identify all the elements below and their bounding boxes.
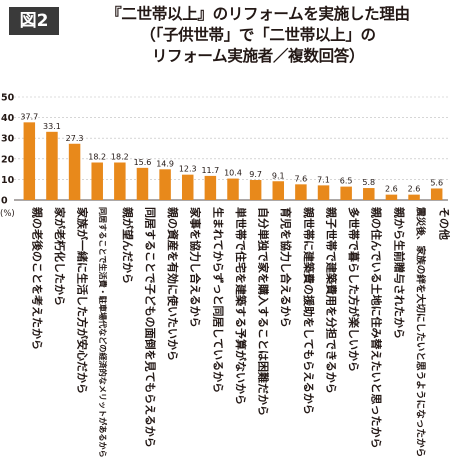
bar: [272, 181, 285, 200]
data-label: 6.5: [340, 177, 353, 186]
data-label: 7.1: [317, 175, 330, 184]
data-label: 7.6: [295, 174, 308, 183]
data-label: 9.1: [272, 171, 285, 180]
bar: [181, 174, 194, 200]
x-tick-label: 親の住んでいる土地に住み替えたいと思ったから: [370, 207, 384, 448]
y-tick-label: 0: [1, 196, 8, 207]
bar: [46, 131, 58, 200]
data-label: 5.6: [430, 178, 443, 187]
x-tick-label: 同居することで子どもの面倒を見てもらえるから: [143, 207, 157, 448]
bar: [204, 175, 217, 200]
bar: [408, 194, 420, 200]
y-tick-label: 20: [1, 154, 15, 165]
y-tick-label: 30: [1, 134, 15, 145]
data-label: 27.3: [66, 134, 84, 143]
x-tick-label: 単世帯で住宅を建築する予算がないから: [234, 207, 248, 405]
data-label: 10.4: [224, 169, 242, 178]
data-label: 33.1: [43, 122, 61, 131]
y-tick-label: 40: [1, 113, 15, 124]
bar: [317, 185, 330, 200]
bar: [91, 162, 103, 200]
bar: [159, 169, 171, 200]
bar: [340, 186, 352, 200]
x-tick-label: 親の老後のことを考えたから: [30, 207, 44, 350]
y-unit-label: (%): [0, 209, 15, 219]
title-line: 『二世帯以上』のリフォームを実施した理由: [106, 5, 410, 23]
data-label: 14.9: [156, 159, 174, 168]
bar: [227, 178, 239, 200]
data-label: 5.8: [362, 178, 375, 187]
x-tick-label: 家が老朽化したから: [53, 207, 67, 306]
x-tick-label: 生まれてからずっと同居しているから: [211, 207, 225, 393]
data-label: 15.6: [134, 158, 152, 167]
x-tick-label: 震災後、家族の絆を大切にしたいと思うようになったから: [415, 206, 427, 457]
data-label: 2.6: [385, 185, 398, 194]
x-tick-label: 同居することで生活費・駐車場代などの経済的なメリットがあるから: [98, 207, 108, 458]
data-label: 11.7: [201, 166, 219, 175]
x-tick-label: 親世帯に建築費の援助をしてもらえるから: [302, 207, 316, 415]
x-tick-label: 親から生前贈与されたから: [392, 207, 406, 339]
data-label: 18.2: [111, 153, 129, 162]
chart-title: 『二世帯以上』のリフォームを実施した理由 （「子供世帯」で「二世帯以上」の リフ…: [66, 4, 450, 67]
x-tick-label: 親が望んだから: [121, 207, 135, 284]
bar: [68, 143, 81, 200]
bar: [114, 162, 126, 200]
x-tick-label: 多世帯で暮らした方が楽しいから: [347, 207, 361, 372]
data-label: 18.2: [88, 153, 106, 162]
data-label: 9.7: [249, 170, 262, 179]
x-tick-label: 親子世帯で建築費用を分担できるから: [324, 207, 338, 394]
y-tick-label: 10: [1, 175, 15, 186]
y-tick-label: 50: [1, 93, 15, 104]
x-tick-label: 親の資産を有効に使いたいから: [166, 207, 180, 361]
x-tick-label: その他: [438, 207, 450, 240]
bar: [136, 167, 149, 200]
data-label: 37.7: [20, 112, 38, 121]
data-label: 2.6: [408, 185, 421, 194]
bar: [295, 184, 307, 200]
data-label: 12.3: [179, 165, 197, 174]
x-tick-label: 育児を協力し合えるから: [279, 207, 293, 328]
bar: [23, 122, 36, 200]
title-line: リフォーム実施者／複数回答）: [151, 47, 365, 65]
x-tick-label: 家族が一緒に生活した方が安心だから: [76, 207, 90, 394]
bar: [249, 180, 262, 200]
bar: [385, 194, 398, 200]
title-line: （「子供世帯」で「二世帯以上」の: [140, 26, 376, 44]
bar: [430, 188, 443, 200]
figure-label: 図2: [9, 7, 59, 35]
bar: [363, 188, 375, 200]
x-tick-label: 自分単独で家を購入することは困難だから: [257, 207, 271, 416]
x-tick-label: 家事を協力し合えるから: [189, 207, 203, 328]
